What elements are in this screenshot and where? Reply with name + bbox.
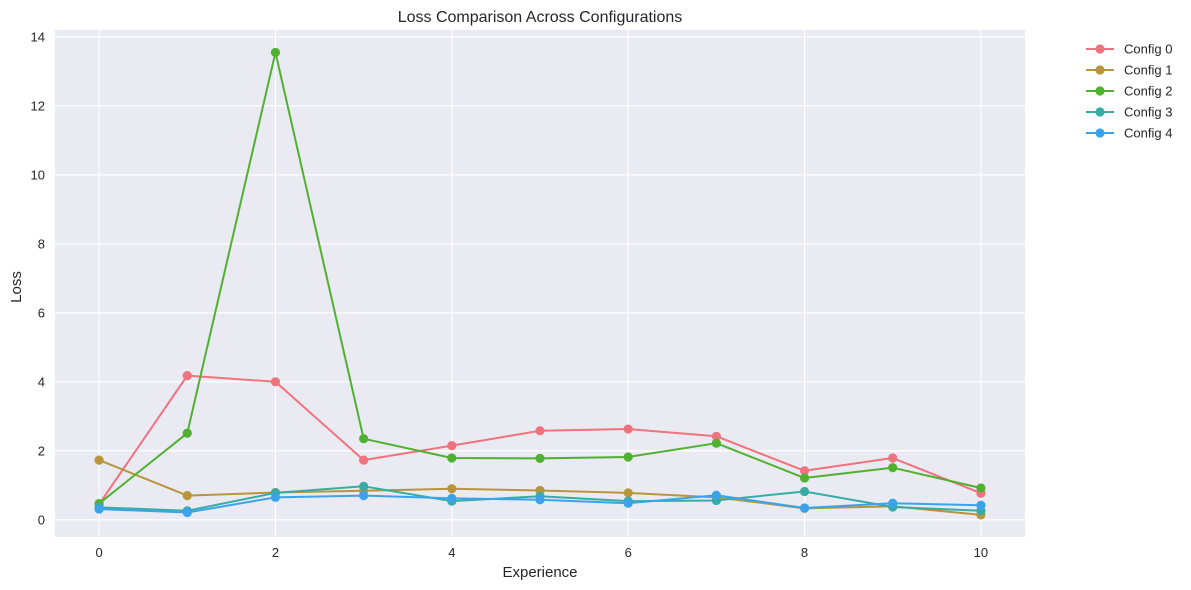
legend-label: Config 3 [1124, 105, 1172, 120]
legend: Config 0 Config 1 Config 2 Config 3 Config 4 [1086, 42, 1172, 141]
legend-swatch-marker [1095, 65, 1105, 75]
data-point [359, 455, 369, 465]
data-point [799, 466, 810, 476]
data-point [799, 486, 810, 497]
legend-label: Config 4 [1124, 126, 1172, 141]
data-point [447, 441, 457, 451]
data-point [182, 491, 192, 501]
data-point [447, 453, 457, 463]
data-point [270, 377, 281, 387]
x-tick-label: 4 [448, 545, 455, 560]
data-point [711, 431, 721, 441]
data-point [359, 434, 369, 444]
y-axis-label: Loss [8, 271, 25, 303]
data-point [94, 504, 104, 514]
legend-item: Config 2 [1086, 84, 1172, 99]
plot-background [55, 30, 1025, 537]
x-tick-label: 0 [95, 545, 102, 560]
y-tick-label: 6 [38, 305, 45, 320]
chart-title: Loss Comparison Across Configurations [398, 9, 683, 26]
y-tick-label: 12 [31, 98, 45, 113]
legend-swatch-marker [1095, 128, 1105, 138]
y-tick-label: 10 [31, 167, 45, 182]
grid-lines [55, 30, 1025, 537]
series-config-2 [94, 47, 986, 509]
data-point [711, 438, 721, 448]
data-point [94, 455, 104, 465]
x-axis-label: Experience [502, 564, 577, 581]
legend-item: Config 0 [1086, 42, 1172, 57]
tick-labels: 0 2 4 6 8 10 0 2 4 6 8 10 12 14 [31, 29, 989, 560]
legend-swatch-marker [1095, 86, 1105, 96]
y-tick-label: 0 [38, 512, 45, 527]
legend-item: Config 1 [1086, 63, 1172, 78]
legend-swatch-marker [1095, 107, 1105, 117]
legend-swatch-marker [1095, 44, 1105, 54]
data-point [623, 488, 633, 498]
legend-item: Config 3 [1086, 105, 1172, 120]
data-point [359, 491, 369, 501]
data-point [270, 47, 281, 58]
series-config-4 [94, 490, 986, 518]
data-point [888, 453, 898, 463]
data-point [182, 428, 192, 438]
data-point [359, 481, 369, 491]
data-point [270, 492, 281, 502]
legend-label: Config 1 [1124, 63, 1172, 78]
y-tick-label: 4 [38, 374, 45, 389]
series-lines [94, 47, 986, 520]
data-point [799, 473, 810, 483]
data-point [182, 370, 192, 381]
legend-label: Config 2 [1124, 84, 1172, 99]
data-point [623, 452, 633, 462]
y-tick-label: 14 [31, 29, 45, 44]
data-point [535, 426, 545, 436]
x-tick-label: 10 [974, 545, 988, 560]
legend-item: Config 4 [1086, 126, 1172, 141]
data-point [447, 484, 457, 494]
series-config-0 [94, 370, 986, 509]
data-point [447, 493, 457, 503]
data-point [535, 453, 545, 463]
data-point [623, 424, 633, 434]
data-point [799, 503, 810, 513]
x-tick-label: 6 [625, 545, 632, 560]
x-tick-label: 2 [272, 545, 279, 560]
data-point [623, 498, 633, 508]
y-tick-label: 8 [38, 236, 45, 251]
data-point [888, 463, 898, 473]
data-point [535, 495, 545, 505]
y-tick-label: 2 [38, 443, 45, 458]
data-point [888, 498, 898, 508]
data-point [182, 507, 192, 518]
data-point [711, 490, 721, 500]
data-point [976, 500, 986, 510]
data-point [976, 483, 986, 493]
x-tick-label: 8 [801, 545, 808, 560]
legend-label: Config 0 [1124, 42, 1172, 57]
